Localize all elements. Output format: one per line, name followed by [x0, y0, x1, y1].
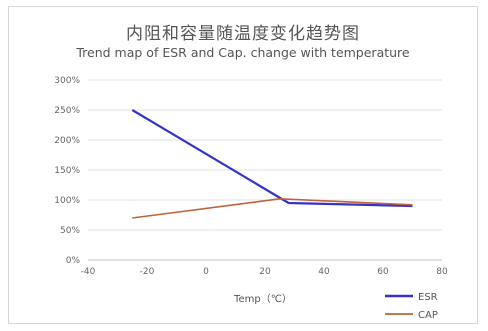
y-tick-label: 0% — [66, 256, 81, 266]
x-tick-label: 0 — [203, 267, 209, 277]
chart-frame: 内阻和容量随温度变化趋势图 Trend map of ESR and Cap. … — [8, 6, 478, 324]
y-tick-label: 100% — [54, 196, 80, 206]
y-tick-label: 50% — [60, 226, 80, 236]
x-tick-label: 20 — [259, 267, 271, 277]
x-tick-label: 80 — [436, 267, 448, 277]
y-tick-label: 150% — [54, 166, 80, 176]
chart-title: 内阻和容量随温度变化趋势图 — [126, 24, 360, 44]
legend: ESR CAP — [385, 292, 438, 321]
chart-subtitle: Trend map of ESR and Cap. change with te… — [76, 45, 410, 60]
x-tick-labels: -40 -20 0 20 40 60 80 — [81, 267, 448, 277]
legend-label: ESR — [418, 292, 438, 303]
y-tick-labels: 0% 50% 100% 150% 200% 250% 300% — [54, 76, 80, 266]
legend-item-esr: ESR — [385, 292, 438, 303]
series-lines — [131, 109, 413, 219]
series-line-cap — [132, 198, 413, 219]
x-axis-label: Temp（℃） — [233, 293, 292, 305]
series-line-esr — [131, 109, 413, 208]
x-tick-label: 60 — [377, 267, 389, 277]
x-tick-label: 40 — [318, 267, 330, 277]
y-tick-label: 300% — [54, 76, 80, 86]
legend-item-cap: CAP — [385, 310, 438, 321]
x-tick-label: -20 — [140, 267, 155, 277]
legend-label: CAP — [418, 310, 438, 321]
x-tick-label: -40 — [81, 267, 96, 277]
y-tick-label: 250% — [54, 106, 80, 116]
grid-lines — [88, 79, 442, 261]
y-tick-label: 200% — [54, 136, 80, 146]
